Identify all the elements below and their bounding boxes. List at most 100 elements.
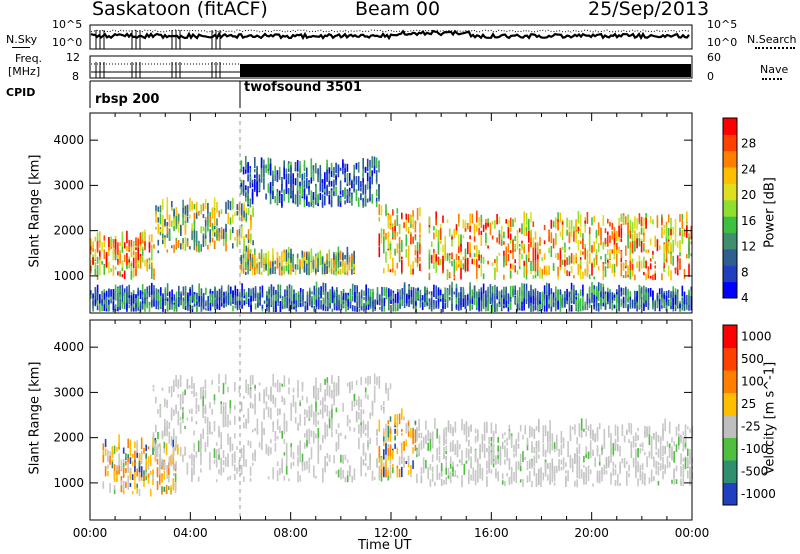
- scatter-cell-3: [499, 454, 502, 459]
- scatter-cell-5: [667, 214, 670, 223]
- scatter-cell-2: [366, 181, 369, 190]
- scatter-cell-5: [629, 241, 632, 253]
- scatter-cell-3: [517, 461, 520, 470]
- scatter-cell-1: [324, 461, 326, 473]
- scatter-cell-1: [315, 475, 317, 479]
- scatter-cell-6: [324, 283, 327, 295]
- scatter-cell-5: [548, 229, 550, 242]
- scatter-cell-5: [679, 240, 681, 250]
- scatter-cell-6: [521, 306, 523, 311]
- scatter-cell-5: [455, 226, 458, 235]
- scatter-cell-5: [507, 254, 510, 262]
- scatter-cell-0: [90, 266, 92, 271]
- scatter-cell-6: [263, 300, 266, 304]
- scatter-cell-1: [294, 401, 297, 414]
- scatter-cell-3: [542, 432, 545, 444]
- scatter-cell-1: [297, 459, 299, 467]
- scatter-cell-6: [634, 303, 636, 308]
- scatter-cell-6: [200, 288, 203, 301]
- scatter-cell-0: [151, 234, 153, 243]
- scatter-cell-6: [410, 295, 413, 303]
- scatter-cell-3: [533, 461, 536, 467]
- scatter-cell-2: [335, 175, 337, 180]
- scatter-cell-1: [344, 476, 347, 483]
- scatter-cell-3: [281, 251, 283, 264]
- scatter-cell-3: [449, 424, 452, 434]
- scatter-cell-6: [476, 291, 478, 300]
- scatter-cell-6: [96, 302, 99, 306]
- scatter-cell-3: [488, 451, 490, 460]
- scatter-cell-6: [309, 296, 311, 305]
- scatter-cell-3: [576, 479, 578, 486]
- scatter-cell-5: [629, 220, 632, 233]
- scatter-cell-1: [285, 462, 288, 475]
- scatter-cell-6: [573, 294, 575, 302]
- scatter-cell-6: [141, 298, 144, 305]
- scatter-cell-2: [405, 423, 408, 434]
- scatter-cell-3: [258, 261, 261, 275]
- scatter-cell-3: [592, 430, 594, 438]
- scatter-cell-1: [200, 226, 202, 234]
- scatter-cell-1: [274, 430, 277, 438]
- scatter-cell-0: [127, 438, 129, 449]
- scatter-cell-0: [125, 454, 127, 457]
- scatter-cell-1: [155, 396, 157, 404]
- scatter-cell-1: [220, 401, 222, 405]
- scatter-cell-6: [315, 281, 318, 295]
- scatter-cell-6: [575, 293, 577, 306]
- scatter-cell-6: [160, 295, 162, 307]
- scatter-cell-6: [220, 292, 223, 304]
- scatter-cell-5: [661, 273, 663, 281]
- scatter-cell-6: [112, 294, 115, 305]
- scatter-cell-3: [594, 433, 596, 438]
- scatter-cell-1: [245, 418, 247, 429]
- scatter-cell-3: [603, 464, 606, 473]
- scatter-cell-5: [638, 213, 641, 222]
- scatter-cell-4: [416, 208, 419, 221]
- scatter-cell-3: [608, 425, 610, 438]
- scatter-cell-3: [682, 436, 685, 446]
- scatter-cell-0: [136, 487, 138, 494]
- scatter-cell-6: [679, 306, 681, 312]
- scatter-cell-1: [195, 230, 198, 242]
- scatter-cell-4: [414, 237, 417, 241]
- scatter-cell-3: [296, 258, 299, 264]
- scatter-cell-3: [431, 444, 434, 449]
- scatter-cell-3: [443, 479, 445, 485]
- scatter-cell-1: [261, 438, 263, 450]
- scatter-cell-1: [180, 243, 182, 250]
- scatter-cell-1: [225, 223, 227, 233]
- scatter-cell-1: [349, 419, 351, 424]
- scatter-cell-1: [168, 231, 171, 239]
- scatter-cell-0: [104, 438, 107, 448]
- scatter-cell-2: [247, 193, 249, 202]
- scatter-cell-0: [145, 471, 147, 477]
- scatter-cell-3: [648, 477, 651, 484]
- scatter-cell-2: [348, 180, 351, 186]
- scatter-cell-1: [333, 398, 335, 406]
- scatter-cell-1: [326, 382, 329, 395]
- scatter-cell-0: [92, 248, 94, 252]
- scatter-cell-1: [175, 207, 178, 216]
- scatter-cell-2: [366, 198, 369, 203]
- scatter-cell-5: [629, 248, 632, 255]
- scatter-cell-1: [270, 388, 272, 399]
- scatter-cell-4: [398, 250, 401, 259]
- scatter-cell-1: [245, 212, 248, 221]
- scatter-cell-6: [306, 294, 309, 303]
- scatter-cell-1: [177, 214, 180, 222]
- scatter-cell-3: [533, 428, 536, 435]
- scatter-cell-6: [218, 288, 221, 300]
- scatter-cell-1: [202, 214, 205, 219]
- scatter-cell-3: [569, 425, 572, 434]
- scatter-cell-1: [234, 451, 236, 464]
- scatter-cell-6: [157, 298, 160, 310]
- scatter-cell-1: [326, 377, 329, 385]
- scatter-cell-6: [342, 289, 345, 297]
- scatter-cell-1: [274, 442, 277, 452]
- scatter-cell-3: [486, 429, 488, 434]
- freq-panel-frame: [89, 55, 693, 79]
- scatter-cell-5: [561, 246, 564, 250]
- scatter-cell-6: [681, 286, 684, 296]
- scatter-cell-5: [464, 248, 467, 260]
